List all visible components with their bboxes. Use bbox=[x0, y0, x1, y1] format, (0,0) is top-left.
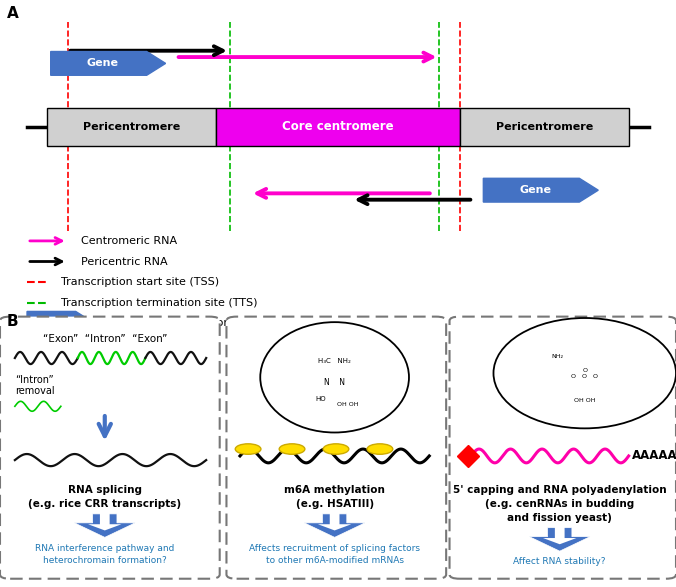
Text: OH OH: OH OH bbox=[574, 398, 596, 403]
Polygon shape bbox=[529, 528, 590, 551]
Text: Core centromere: Core centromere bbox=[282, 120, 394, 133]
FancyBboxPatch shape bbox=[47, 108, 216, 146]
Text: OH OH: OH OH bbox=[337, 403, 359, 407]
Text: Transcription termination site (TTS): Transcription termination site (TTS) bbox=[61, 298, 258, 308]
Text: N    N: N N bbox=[324, 379, 345, 387]
Text: RNA interference pathway and
heterochromain formation?: RNA interference pathway and heterochrom… bbox=[35, 544, 174, 565]
Text: A: A bbox=[7, 6, 18, 21]
Polygon shape bbox=[74, 514, 135, 537]
Polygon shape bbox=[304, 514, 365, 537]
FancyBboxPatch shape bbox=[450, 316, 676, 579]
Text: Gene: Gene bbox=[87, 58, 118, 69]
FancyBboxPatch shape bbox=[226, 316, 446, 579]
Text: Centromeric RNA: Centromeric RNA bbox=[81, 236, 177, 246]
Text: 5' capping and RNA polyadenylation
(e.g. cenRNAs in budding
and fission yeast): 5' capping and RNA polyadenylation (e.g.… bbox=[453, 485, 667, 523]
Polygon shape bbox=[483, 178, 598, 202]
Text: Transcription start site (TSS): Transcription start site (TSS) bbox=[61, 277, 219, 287]
FancyBboxPatch shape bbox=[216, 108, 460, 146]
Text: Centromere-neighboring gene: Centromere-neighboring gene bbox=[108, 318, 277, 328]
Polygon shape bbox=[27, 312, 95, 335]
Polygon shape bbox=[543, 525, 577, 544]
Circle shape bbox=[235, 444, 261, 454]
Text: NH₂: NH₂ bbox=[552, 354, 564, 359]
Text: Pericentromere: Pericentromere bbox=[83, 122, 180, 132]
Circle shape bbox=[323, 444, 349, 454]
Circle shape bbox=[279, 444, 305, 454]
Polygon shape bbox=[318, 511, 352, 531]
Text: “Exon”  “Intron”  “Exon”: “Exon” “Intron” “Exon” bbox=[43, 333, 167, 344]
Text: HO: HO bbox=[316, 396, 327, 403]
Text: Affects recruitment of splicing factors
to other m6A-modified mRNAs: Affects recruitment of splicing factors … bbox=[249, 544, 420, 565]
Text: AAAAAA: AAAAAA bbox=[632, 450, 676, 463]
Ellipse shape bbox=[260, 322, 409, 433]
Text: B: B bbox=[7, 314, 18, 329]
Text: Pericentric RNA: Pericentric RNA bbox=[81, 257, 168, 266]
Text: Pericentromere: Pericentromere bbox=[496, 122, 593, 132]
Text: Gene: Gene bbox=[519, 185, 551, 195]
Text: Affect RNA stability?: Affect RNA stability? bbox=[514, 556, 606, 566]
Text: O
O   O   O: O O O O bbox=[571, 368, 598, 379]
Text: H₃C   NH₂: H₃C NH₂ bbox=[318, 357, 351, 364]
Polygon shape bbox=[88, 511, 122, 531]
FancyBboxPatch shape bbox=[460, 108, 629, 146]
Ellipse shape bbox=[493, 318, 676, 429]
Circle shape bbox=[367, 444, 393, 454]
Text: Gene: Gene bbox=[43, 318, 72, 328]
Text: “Intron”
removal: “Intron” removal bbox=[15, 375, 55, 396]
Polygon shape bbox=[51, 52, 166, 75]
Text: RNA splicing
(e.g. rice CRR transcripts): RNA splicing (e.g. rice CRR transcripts) bbox=[28, 485, 181, 509]
Text: m6A methylation
(e.g. HSATIII): m6A methylation (e.g. HSATIII) bbox=[284, 485, 385, 509]
FancyBboxPatch shape bbox=[0, 316, 220, 579]
